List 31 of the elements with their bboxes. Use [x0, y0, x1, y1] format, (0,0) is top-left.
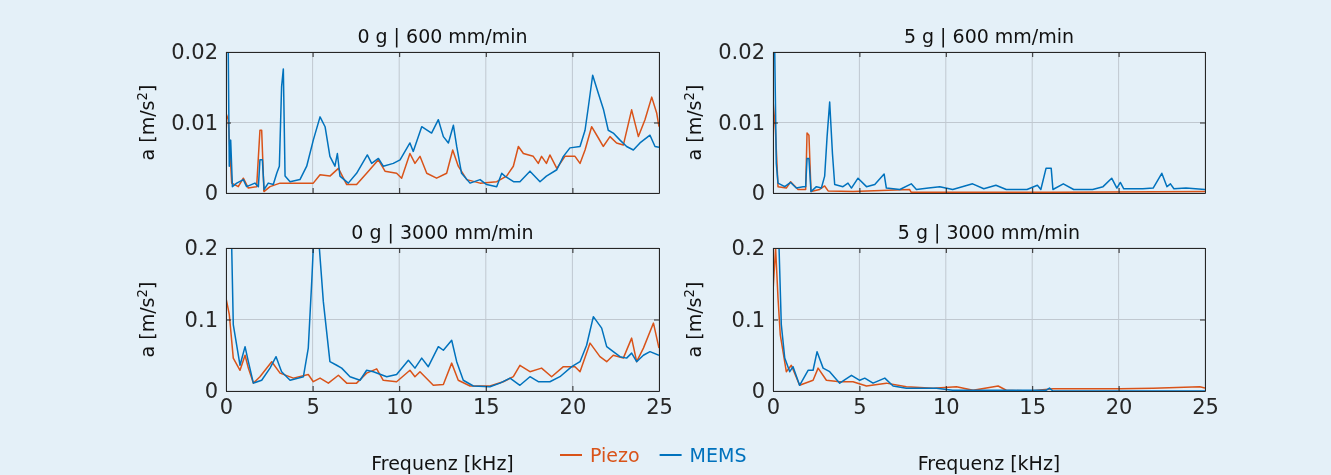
y-tick-label: 0.2	[184, 236, 218, 261]
line-series	[230, 248, 659, 388]
x-tick-label: 10	[386, 394, 414, 419]
y-tick-label: 0	[751, 181, 765, 206]
chart-title: 0 g | 600 mm/min	[357, 25, 528, 48]
y-tick-label: 0.01	[718, 110, 765, 135]
y-tick-label: 0.02	[718, 40, 765, 65]
x-tick-label: 15	[1019, 394, 1047, 419]
x-tick-label: 25	[1192, 394, 1219, 419]
y-tick-label: 0	[204, 181, 218, 206]
x-tick-label: 5	[853, 394, 867, 419]
x-tick-label: 5	[306, 394, 320, 419]
line-series	[227, 52, 659, 191]
x-axis-title: Frequenz [kHz]	[371, 452, 514, 474]
chart-title: 5 g | 600 mm/min	[903, 25, 1075, 48]
x-tick-label: 25	[646, 394, 673, 419]
y-tick-label: 0.1	[184, 307, 218, 332]
legend-label: Piezo	[590, 444, 640, 466]
y-tick-label: 0.2	[731, 236, 765, 261]
x-tick-label: 10	[932, 394, 960, 419]
y-tick-label: 0.1	[731, 307, 765, 332]
x-axis-title: Frequenz [kHz]	[917, 452, 1061, 474]
x-tick-label: 20	[1105, 394, 1133, 419]
x-tick-label: 15	[472, 394, 500, 419]
chart-title: 0 g | 3000 mm/min	[351, 221, 534, 244]
chart-title: 5 g | 3000 mm/min	[897, 221, 1081, 244]
y-tick-label: 0.02	[171, 40, 218, 65]
line-series	[773, 52, 1205, 193]
x-tick-label: 20	[559, 394, 587, 419]
legend-label: MEMS	[689, 444, 747, 466]
y-tick-label: 0.01	[171, 110, 218, 135]
